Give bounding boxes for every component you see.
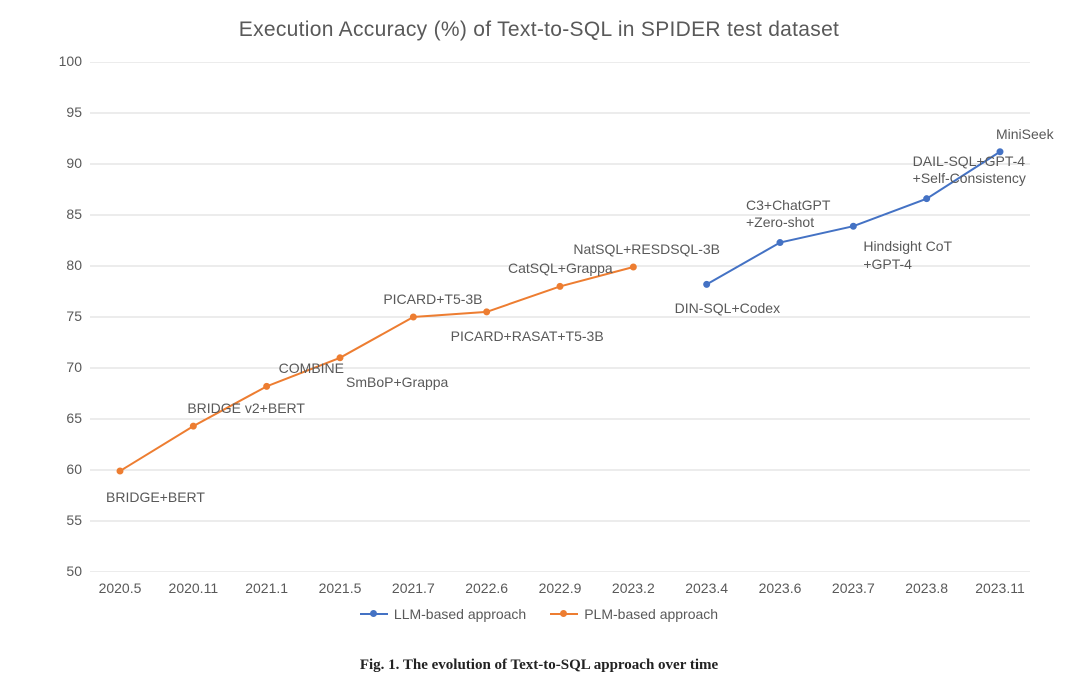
point-label: COMBINE [279, 360, 344, 378]
point-label: PICARD+T5-3B [383, 291, 482, 309]
point-label: C3+ChatGPT+Zero-shot [746, 197, 830, 232]
y-tick-label: 60 [42, 461, 82, 477]
point-label: CatSQL+Grappa [508, 260, 613, 278]
chart-plot [90, 62, 1030, 572]
x-tick-label: 2023.6 [750, 580, 810, 596]
x-tick-label: 2021.5 [310, 580, 370, 596]
x-tick-label: 2023.11 [970, 580, 1030, 596]
x-tick-label: 2020.5 [90, 580, 150, 596]
legend-label: LLM-based approach [394, 606, 526, 622]
y-tick-label: 85 [42, 206, 82, 222]
legend-item: LLM-based approach [360, 606, 526, 622]
legend-swatch [550, 613, 578, 615]
point-label: Hindsight CoT+GPT-4 [863, 238, 952, 273]
y-tick-label: 90 [42, 155, 82, 171]
legend-item: PLM-based approach [550, 606, 718, 622]
x-tick-label: 2023.2 [603, 580, 663, 596]
x-tick-label: 2020.11 [163, 580, 223, 596]
y-tick-label: 100 [42, 53, 82, 69]
x-tick-label: 2023.8 [897, 580, 957, 596]
point-label: BRIDGE v2+BERT [187, 400, 305, 418]
point-label: DIN-SQL+Codex [675, 300, 780, 318]
point-label: SmBoP+Grappa [346, 374, 448, 392]
point-label: PICARD+RASAT+T5-3B [451, 328, 604, 346]
legend-label: PLM-based approach [584, 606, 718, 622]
x-tick-label: 2021.7 [383, 580, 443, 596]
point-label: MiniSeek [996, 126, 1054, 144]
x-tick-label: 2023.7 [823, 580, 883, 596]
y-tick-label: 80 [42, 257, 82, 273]
y-tick-label: 75 [42, 308, 82, 324]
x-tick-label: 2022.6 [457, 580, 517, 596]
point-label: BRIDGE+BERT [106, 489, 205, 507]
y-tick-label: 70 [42, 359, 82, 375]
chart-title: Execution Accuracy (%) of Text-to-SQL in… [0, 18, 1078, 42]
x-tick-label: 2021.1 [237, 580, 297, 596]
point-label: DAIL-SQL+GPT-4+Self-Consistency [913, 153, 1026, 188]
x-tick-label: 2022.9 [530, 580, 590, 596]
page: Execution Accuracy (%) of Text-to-SQL in… [0, 0, 1078, 692]
x-tick-label: 2023.4 [677, 580, 737, 596]
y-tick-label: 55 [42, 512, 82, 528]
y-tick-label: 50 [42, 563, 82, 579]
y-tick-label: 95 [42, 104, 82, 120]
legend-swatch [360, 613, 388, 615]
y-tick-label: 65 [42, 410, 82, 426]
point-label: NatSQL+RESDSQL-3B [573, 241, 720, 259]
legend: LLM-based approach PLM-based approach [0, 602, 1078, 622]
figure-caption: Fig. 1. The evolution of Text-to-SQL app… [0, 657, 1078, 674]
